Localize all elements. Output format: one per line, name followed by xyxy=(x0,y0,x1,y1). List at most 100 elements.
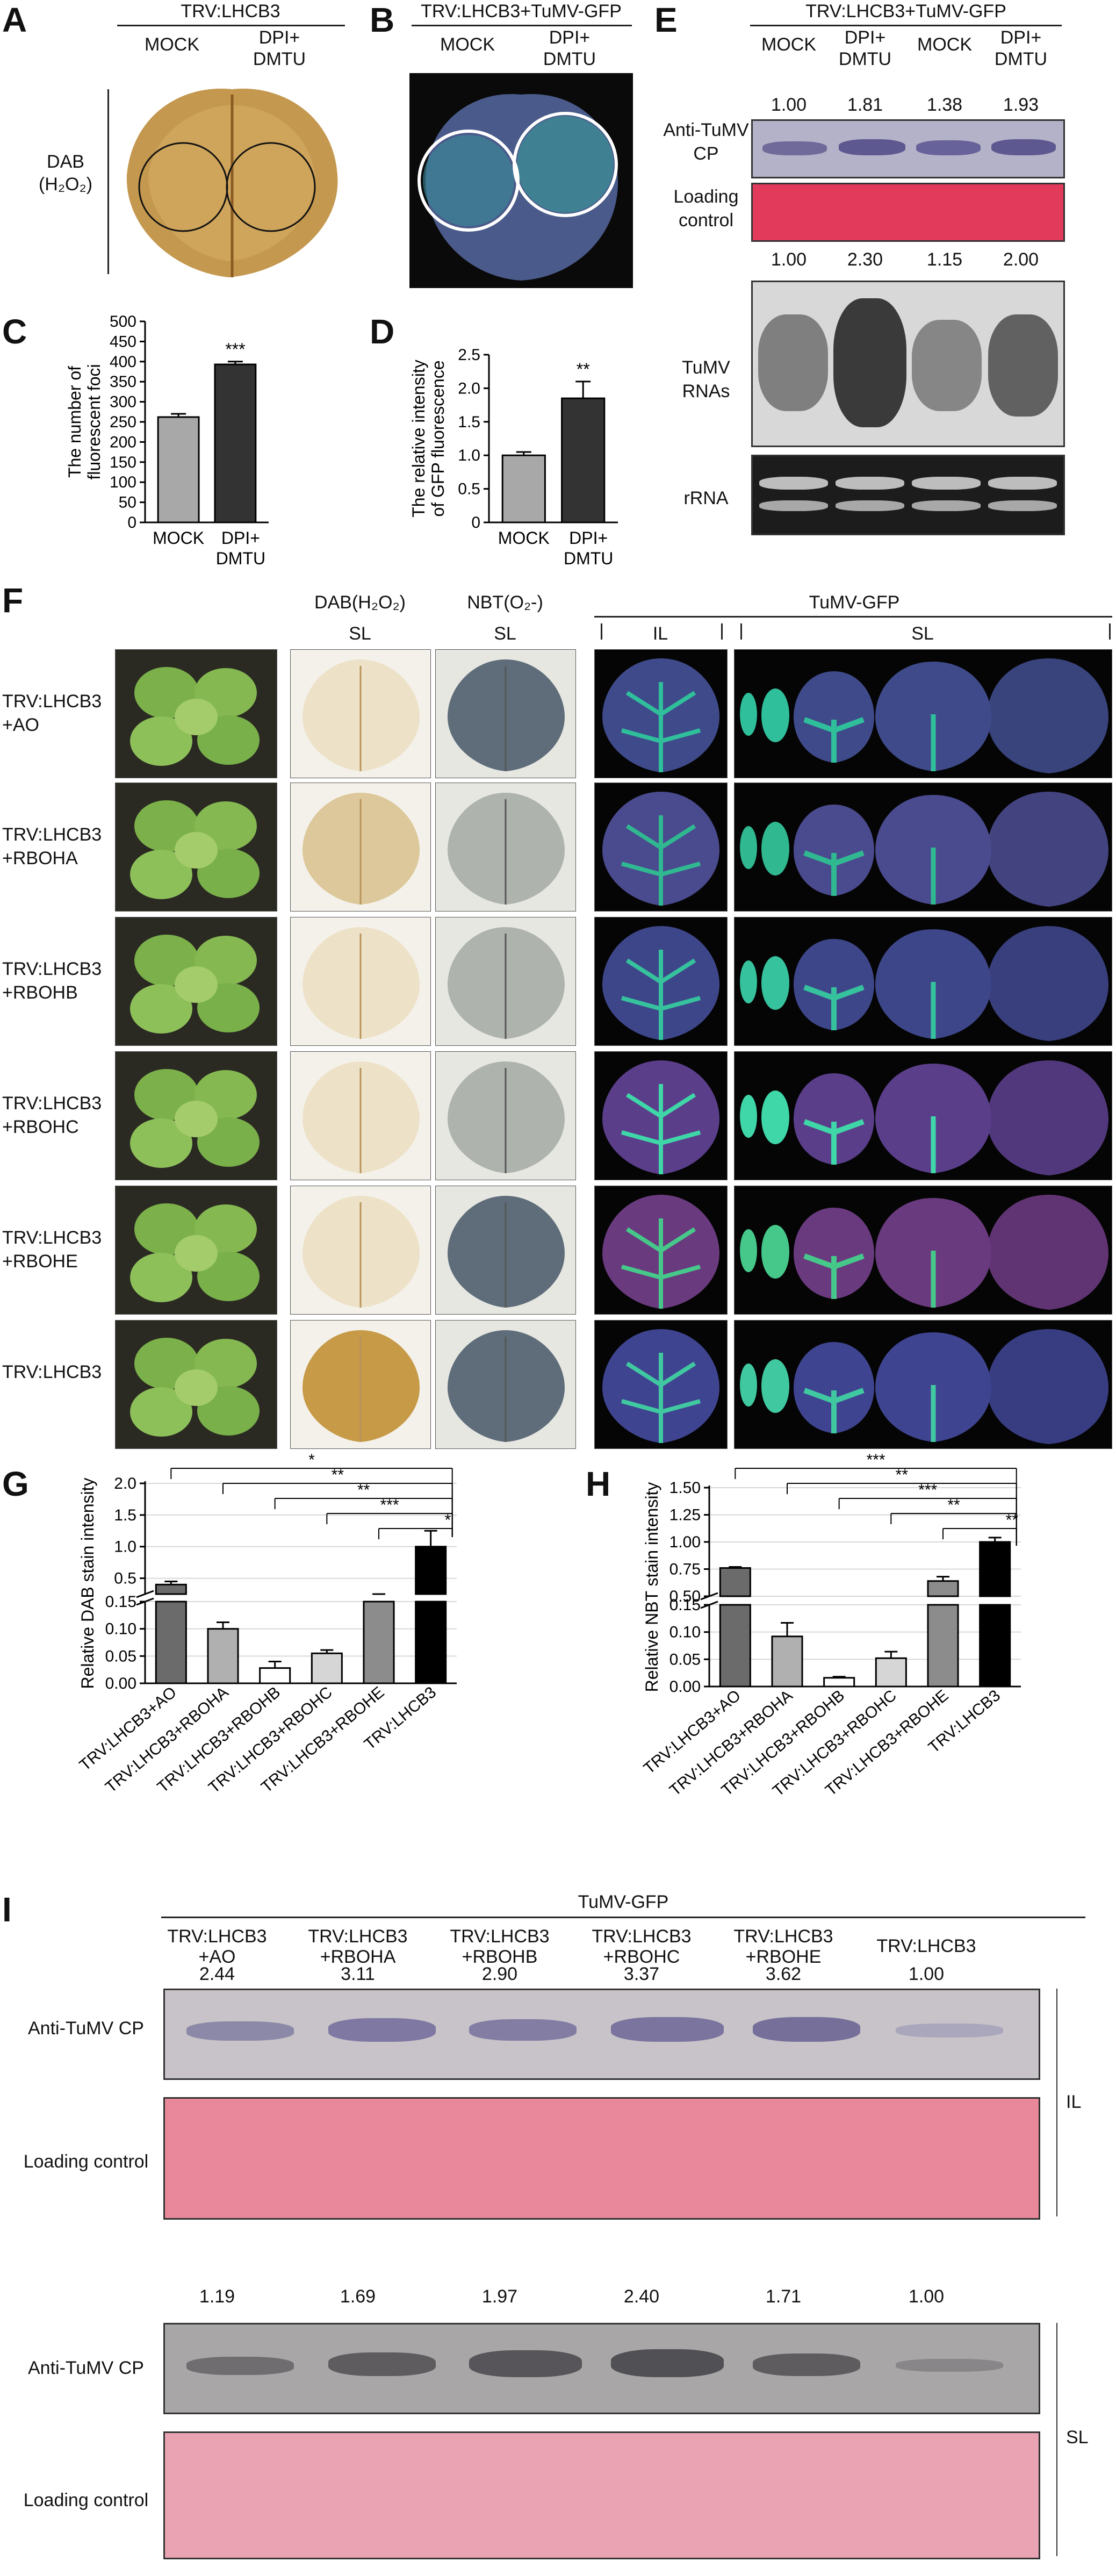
panel-e-cp-label: Anti-TuMV CP xyxy=(663,120,749,164)
x-tick-label: DMTU xyxy=(564,549,613,568)
panel-i-sl-value: 1.97 xyxy=(481,2286,518,2307)
bar xyxy=(155,1601,187,1684)
panel-i-col-header: TRV:LHCB3 +AO xyxy=(167,1926,267,1967)
bar xyxy=(719,1567,751,1597)
panel-g-chart: 2.0 1.5 1.0 0.5 0.15 0.10 0.05 0.00 Relative DAB… xyxy=(76,1451,457,1797)
panel-i-il-cp-label: Anti-TuMV CP xyxy=(27,2018,144,2039)
panel-i-sl-cp-blot xyxy=(163,2323,1040,2414)
panel-f-header-dab: DAB(H₂O₂) xyxy=(314,592,406,613)
bar xyxy=(207,1628,239,1684)
dab-stained-leaf xyxy=(290,917,431,1046)
bar xyxy=(927,1604,959,1688)
significance-label: *** xyxy=(867,1451,885,1469)
x-tick-label: MOCK xyxy=(153,528,204,548)
plant-photo xyxy=(115,783,277,912)
y-tick-label: 0.75 xyxy=(669,1561,701,1578)
y-tick-label: 100 xyxy=(110,473,136,491)
bar xyxy=(214,363,257,523)
y-tick-label: 0.15 xyxy=(669,1596,701,1614)
nbt-stained-leaf xyxy=(435,783,576,912)
significance-label: *** xyxy=(380,1496,399,1514)
panel-d-chart: The relative intensity of GFP fluorescenc… xyxy=(409,346,618,568)
panel-b-col-dpi: DPI+ DMTU xyxy=(543,27,596,69)
panel-i-il-value: 3.11 xyxy=(341,1964,375,1984)
y-tick-label: 0.15 xyxy=(105,1593,136,1611)
y-axis-label: The number of xyxy=(65,366,84,478)
bar xyxy=(415,1601,447,1684)
panel-f-header-nbt: NBT(O₂-) xyxy=(467,592,543,613)
dab-stained-leaf xyxy=(290,1320,431,1449)
panel-i-sl-value: 1.69 xyxy=(340,2286,376,2307)
bar xyxy=(415,1546,447,1595)
y-tick-label: 0.10 xyxy=(105,1620,136,1638)
y-tick-label: 0.5 xyxy=(114,1570,136,1588)
panel-letter-a: A xyxy=(2,1,27,39)
panel-i-sl-value: 1.00 xyxy=(908,2286,945,2307)
plant-photo xyxy=(115,649,277,778)
panel-e-lc-label: Loading control xyxy=(673,186,739,231)
panel-f-row-label: TRV:LHCB3 +RBOHB xyxy=(2,959,102,1003)
y-tick-label: 1.00 xyxy=(669,1533,701,1551)
nbt-stained-leaf xyxy=(435,1320,576,1449)
y-tick-label: 50 xyxy=(119,494,136,512)
panel-i-sl-value: 2.40 xyxy=(623,2286,660,2307)
y-tick-label: 0 xyxy=(127,514,136,532)
panel-e-cp-value-4: 1.93 xyxy=(1003,95,1039,115)
panel-e-cp-value-1: 1.00 xyxy=(771,95,807,115)
bar xyxy=(719,1604,751,1688)
panel-i-il-lc-label: Loading control xyxy=(23,2151,149,2172)
panel-f-header-nbt-sl: SL xyxy=(494,623,516,644)
panel-i-sl-lc-label: Loading control xyxy=(23,2490,149,2510)
panel-e-rrna-blot xyxy=(751,455,1065,535)
sl-gfp-leaves xyxy=(734,1186,1112,1315)
panel-e-rna-value-4: 2.00 xyxy=(1003,249,1039,270)
x-tick-label: DPI+ xyxy=(569,528,608,548)
bar xyxy=(823,1677,855,1688)
panel-letter-f: F xyxy=(2,581,24,620)
panel-e-rna-value-1: 1.00 xyxy=(771,249,807,270)
il-gfp-leaf xyxy=(594,1320,728,1449)
bar xyxy=(771,1635,803,1688)
bar xyxy=(561,397,606,523)
axis-break xyxy=(700,1592,718,1601)
panel-i-sl-side-label: SL xyxy=(1066,2427,1089,2448)
panel-f-row-label: TRV:LHCB3 +RBOHC xyxy=(2,1093,102,1137)
panel-i-il-value: 2.90 xyxy=(481,1964,518,1984)
significance-label: ** xyxy=(332,1466,344,1484)
nbt-stained-leaf xyxy=(435,649,576,778)
panel-f-row-label: TRV:LHCB3 +RBOHE xyxy=(2,1228,102,1272)
panel-f-header-il: IL xyxy=(652,623,668,644)
bar xyxy=(311,1652,343,1684)
y-tick-label: 0.50 xyxy=(669,1588,701,1605)
nbt-stained-leaf xyxy=(435,917,576,1046)
panel-a-col-mock: MOCK xyxy=(145,34,199,55)
bar xyxy=(927,1580,959,1597)
panel-i-il-value: 3.62 xyxy=(765,1964,802,1984)
dab-stained-leaf xyxy=(290,1051,431,1180)
y-tick-label: 1.5 xyxy=(458,413,480,431)
il-gfp-leaf xyxy=(594,1051,728,1180)
y-tick-label: 0.00 xyxy=(669,1678,701,1696)
axis-break xyxy=(136,1590,154,1598)
y-tick-label: 1.5 xyxy=(114,1506,136,1524)
y-tick-label: 2.0 xyxy=(114,1475,136,1492)
panel-e-header: TRV:LHCB3+TuMV-GFP xyxy=(805,1,1006,21)
axis-break xyxy=(700,1601,718,1609)
panel-e-col1: MOCK xyxy=(761,34,816,55)
y-axis-label: Relative NBT stain intensity xyxy=(642,1482,661,1692)
panel-e-rna-value-3: 1.15 xyxy=(926,249,963,270)
nbt-stained-leaf xyxy=(435,1051,576,1180)
bar xyxy=(979,1604,1011,1688)
sl-gfp-leaves xyxy=(734,1051,1112,1180)
y-tick-label: 450 xyxy=(110,333,136,350)
panel-f-row-label: TRV:LHCB3 xyxy=(2,1362,102,1382)
y-tick-label: 150 xyxy=(110,454,136,471)
y-tick-label: 1.25 xyxy=(669,1506,701,1524)
panel-letter-e: E xyxy=(654,1,678,39)
panel-e-rna-label: TuMV RNAs xyxy=(682,357,730,401)
panel-e-lc-blot xyxy=(751,183,1065,242)
axis-break xyxy=(136,1597,154,1606)
dab-leaf-photo xyxy=(116,73,348,281)
plant-photo xyxy=(115,1320,277,1449)
panel-e-col3: MOCK xyxy=(917,34,972,55)
